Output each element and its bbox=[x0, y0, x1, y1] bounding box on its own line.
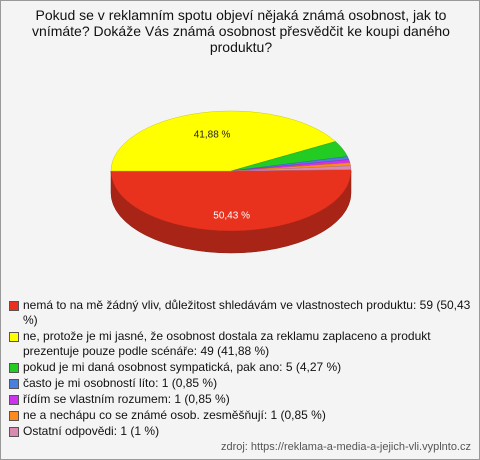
legend-swatch bbox=[9, 363, 19, 373]
legend-swatch bbox=[9, 332, 19, 342]
legend-swatch bbox=[9, 379, 19, 389]
value-label: 50,43 % bbox=[213, 211, 250, 222]
legend-swatch bbox=[9, 427, 19, 437]
legend-label: nemá to na mě žádný vliv, důležitost shl… bbox=[23, 298, 471, 327]
legend-item: nemá to na mě žádný vliv, důležitost shl… bbox=[9, 298, 471, 328]
legend: nemá to na mě žádný vliv, důležitost shl… bbox=[9, 298, 471, 440]
chart: 50,43 % 41,88 % bbox=[110, 110, 352, 254]
legend-item: pokud je mi daná osobnost sympatická, pa… bbox=[9, 360, 471, 375]
slice bbox=[230, 165, 352, 172]
legend-item: ne a nechápu co se známé osob. zesměšňuj… bbox=[9, 408, 471, 423]
legend-item: často je mi osobností líto: 1 (0,85 %) bbox=[9, 376, 471, 391]
legend-label: ne a nechápu co se známé osob. zesměšňuj… bbox=[23, 408, 326, 422]
slice bbox=[110, 110, 337, 172]
legend-label: řídím se vlastním rozumem: 1 (0,85 %) bbox=[23, 392, 230, 406]
legend-swatch bbox=[9, 301, 19, 311]
legend-label: Ostatní odpovědi: 1 (1 %) bbox=[23, 424, 160, 438]
chart-title: Pokud se v reklamním spotu objeví nějaká… bbox=[32, 7, 450, 55]
legend-label: ne, protože je mi jasné, že osobnost dos… bbox=[23, 329, 431, 358]
legend-label: často je mi osobností líto: 1 (0,85 %) bbox=[23, 376, 218, 390]
legend-label: pokud je mi daná osobnost sympatická, pa… bbox=[23, 360, 342, 374]
legend-swatch bbox=[9, 395, 19, 405]
slice bbox=[110, 169, 352, 232]
legend-item: ne, protože je mi jasné, že osobnost dos… bbox=[9, 329, 471, 359]
legend-swatch bbox=[9, 411, 19, 421]
value-label: 41,88 % bbox=[194, 130, 231, 141]
legend-item: Ostatní odpovědi: 1 (1 %) bbox=[9, 424, 471, 439]
source: zdroj: https://reklama-a-media-a-jejich-… bbox=[220, 441, 471, 453]
legend-item: řídím se vlastním rozumem: 1 (0,85 %) bbox=[9, 392, 471, 407]
